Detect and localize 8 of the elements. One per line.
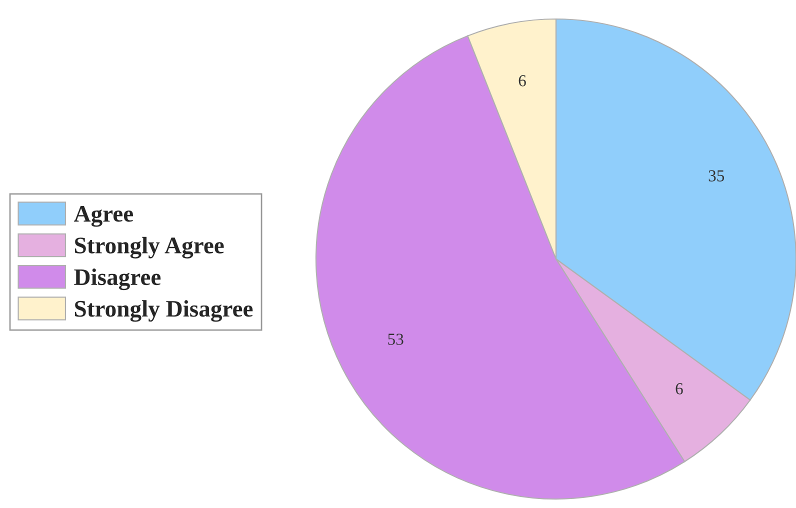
data-label: 35 (708, 170, 724, 182)
legend-label: Strongly Disagree (75, 300, 253, 322)
data-label: 6 (518, 75, 526, 86)
legend-label: Disagree (74, 268, 161, 290)
legend-label: Strongly Agree (75, 236, 224, 258)
data-label: 6 (676, 383, 683, 394)
data-label: 53 (388, 334, 404, 345)
legend-label: Agree (74, 206, 134, 227)
